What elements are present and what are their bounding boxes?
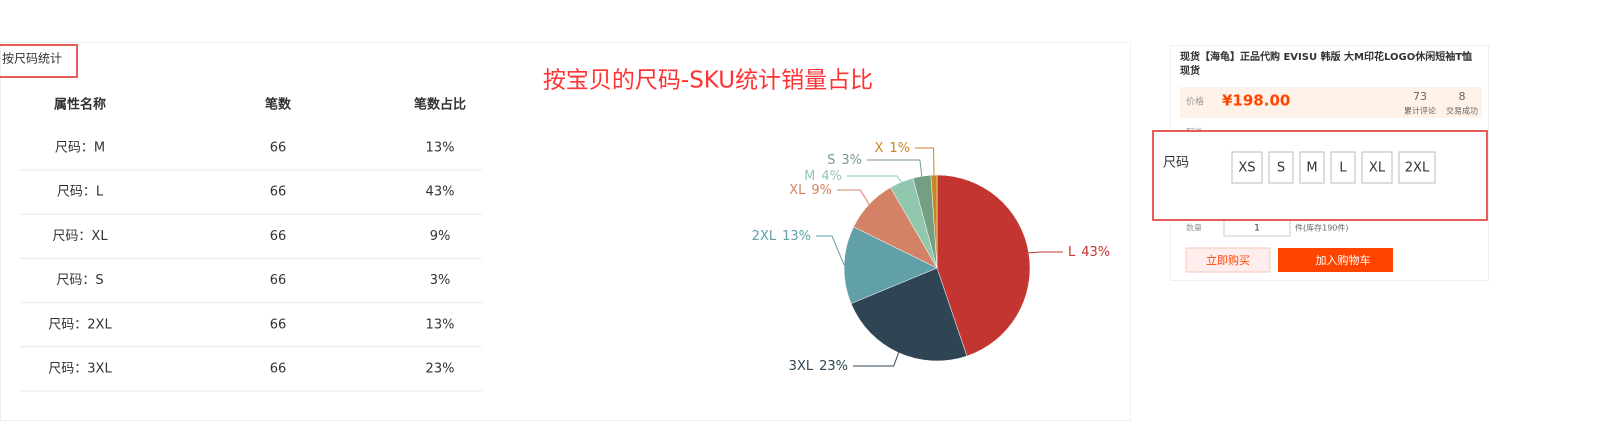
buy-now-text: 立即购买: [1206, 253, 1250, 267]
size-option-label: 2XL: [1405, 161, 1430, 176]
table-cell: 66: [270, 141, 287, 156]
table-cell: 尺码：M: [55, 141, 105, 156]
quantity-label: 数量: [1186, 223, 1202, 233]
chart-title: 按宝贝的尺码-SKU统计销量占比: [543, 68, 873, 94]
table-header: 属性名称: [54, 97, 106, 113]
pie-chart: L 43% 3XL 23% 2XL 13% XL 9%M 4%S 3% X 1%: [752, 141, 1110, 374]
slice-category: M: [804, 169, 815, 184]
size-option-label: L: [1339, 161, 1347, 176]
review-label: 累计评论: [1404, 106, 1436, 116]
label-line: [847, 175, 902, 183]
stock: 件(库存190件): [1295, 223, 1349, 233]
slice-value-label: 4%: [821, 169, 842, 184]
buy-now-button[interactable]: [1185, 247, 1271, 273]
size-label: 尺码: [1163, 156, 1189, 171]
price: ¥198.00: [1222, 92, 1290, 110]
price-label: 价格: [1186, 96, 1204, 108]
slice-value-label: 9%: [811, 183, 832, 198]
quantity: 1: [1254, 224, 1260, 234]
table-cell: 66: [270, 317, 287, 332]
slice-label: S 3%: [827, 153, 862, 168]
slice-label: 3XL 23%: [789, 359, 848, 374]
slice-category: 2XL: [752, 229, 777, 244]
size-option[interactable]: [1398, 151, 1436, 184]
table-cell: 3%: [430, 273, 451, 288]
slice-value-label: 3%: [841, 153, 862, 168]
product-title: 现货: [1180, 64, 1200, 77]
table-header: 笔数: [265, 97, 292, 113]
slice-label: 2XL 13%: [752, 229, 811, 244]
size-option-label: S: [1277, 161, 1285, 176]
label-line: [816, 235, 845, 266]
slice-value-label: 43%: [1081, 245, 1110, 260]
table-cell: 尺码：XL: [52, 229, 108, 244]
table-cell: 尺码：3XL: [48, 362, 112, 377]
table-cell: 43%: [426, 185, 455, 200]
table-cell: 13%: [426, 317, 455, 332]
size-option-label: XS: [1238, 161, 1255, 176]
add-to-cart-text: 加入购物车: [1316, 253, 1371, 267]
slice-label: M 4%: [804, 169, 842, 184]
table-cell: 尺码：2XL: [48, 317, 112, 332]
panel-label: 按尺码统计: [2, 52, 62, 66]
slice-value-label: 13%: [782, 229, 811, 244]
price-bg: [1180, 87, 1482, 118]
slice-category: L: [1068, 245, 1076, 260]
table-cell: 尺码：L: [57, 185, 104, 200]
panel-label-box: [0, 44, 78, 78]
size-option[interactable]: [1361, 151, 1393, 184]
size-option[interactable]: [1330, 151, 1356, 184]
size-option[interactable]: [1299, 151, 1325, 184]
slice-category: 3XL: [789, 359, 814, 374]
pie-slice: [936, 174, 1031, 357]
label-line: [837, 189, 870, 205]
table-header: 笔数占比: [414, 97, 466, 113]
label-line: [853, 352, 900, 367]
slice-value-label: 23%: [819, 359, 848, 374]
label-line: [915, 147, 935, 176]
table-cell: 66: [270, 185, 287, 200]
pie-slice: [843, 226, 938, 304]
label-line: [867, 159, 923, 177]
table-cell: 13%: [426, 141, 455, 156]
table-cell: 66: [270, 273, 287, 288]
size-option[interactable]: [1268, 151, 1294, 184]
product-title: 现货【海龟】正品代购 EVISU 韩版 大M印花LOGO休闲短袖T恤: [1180, 50, 1472, 63]
slice-category: XL: [789, 183, 806, 198]
table-cell: 23%: [426, 362, 455, 377]
slice-label: X 1%: [874, 141, 910, 156]
label-line: [1028, 251, 1063, 254]
size-selector: 尺码 XS S M L XL 2XL: [1152, 130, 1488, 221]
add-to-cart-button[interactable]: [1278, 248, 1393, 272]
slice-category: X: [874, 141, 883, 156]
table-cell: 9%: [430, 229, 451, 244]
table-cell: 66: [270, 362, 287, 377]
slice-label: L 43%: [1068, 245, 1110, 260]
slice-label: XL 9%: [789, 183, 832, 198]
slice-value-label: 1%: [889, 141, 910, 156]
table-cell: 尺码：S: [56, 273, 103, 288]
size-option-label: XL: [1369, 161, 1386, 176]
size-option[interactable]: [1231, 151, 1263, 184]
review-count: 73: [1413, 90, 1427, 103]
deal-count: 8: [1459, 90, 1466, 103]
slice-category: S: [827, 153, 835, 168]
size-option-label: M: [1306, 161, 1317, 176]
deal-label: 交易成功: [1446, 106, 1478, 116]
table-cell: 66: [270, 229, 287, 244]
